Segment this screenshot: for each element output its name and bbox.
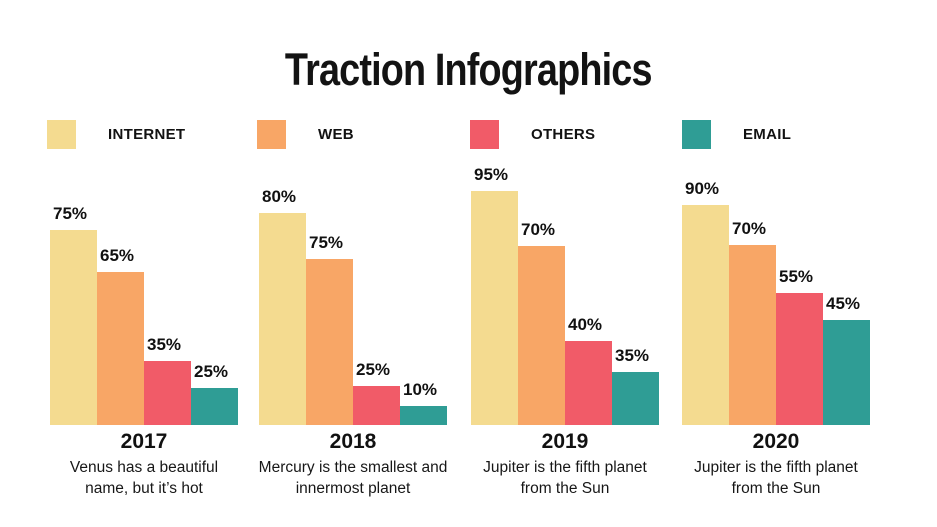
bar-others	[565, 341, 612, 425]
bar-group-2020: 90% 70% 55% 45%	[682, 179, 870, 425]
bar-wrap: 80%	[259, 187, 306, 425]
bar-wrap: 70%	[729, 219, 776, 425]
caption-2017: 2017 Venus has a beautiful name, but it’…	[24, 430, 264, 499]
legend-item-others: OTHERS	[470, 120, 595, 149]
legend-label-others: OTHERS	[531, 126, 596, 143]
bar-wrap: 95%	[471, 165, 518, 425]
year-label: 2020	[752, 430, 800, 453]
bar-wrap: 70%	[518, 220, 565, 425]
caption-text: Jupiter is the fifth planet from the Sun	[483, 459, 647, 497]
legend-swatch-others	[470, 120, 499, 149]
bar-others	[776, 293, 823, 425]
page-title: Traction Infographics	[285, 44, 653, 95]
legend-label-email: EMAIL	[743, 126, 792, 143]
caption-text: Mercury is the smallest and innermost pl…	[258, 459, 448, 497]
bar-wrap: 90%	[682, 179, 729, 425]
bar-web	[729, 245, 776, 425]
bar-value-label: 75%	[309, 233, 344, 252]
bar-value-label: 35%	[615, 346, 650, 365]
legend-swatch-internet	[47, 120, 76, 149]
bar-value-label: 70%	[732, 219, 767, 238]
bar-email	[612, 372, 659, 425]
bar-web	[306, 259, 353, 425]
bar-internet	[471, 191, 518, 425]
caption-2019: 2019 Jupiter is the fifth planet from th…	[445, 430, 685, 499]
bar-web	[518, 246, 565, 425]
bar-group-2017: 75% 65% 35% 25%	[50, 204, 238, 425]
bar-wrap: 75%	[306, 233, 353, 425]
legend-item-web: WEB	[257, 120, 354, 149]
legend-swatch-email	[682, 120, 711, 149]
bar-wrap: 10%	[400, 380, 447, 425]
bar-value-label: 70%	[521, 220, 556, 239]
bar-email	[823, 320, 870, 425]
bar-email	[400, 406, 447, 425]
legend-label-web: WEB	[318, 126, 354, 143]
bar-value-label: 75%	[53, 204, 88, 223]
bar-wrap: 35%	[144, 335, 191, 425]
bar-web	[97, 272, 144, 425]
bar-wrap: 40%	[565, 315, 612, 425]
bar-wrap: 25%	[191, 362, 238, 425]
bar-value-label: 45%	[826, 294, 861, 313]
bar-wrap: 45%	[823, 294, 870, 425]
bar-value-label: 95%	[474, 165, 509, 184]
bar-internet	[50, 230, 97, 425]
bar-value-label: 65%	[100, 246, 135, 265]
caption-text: Jupiter is the fifth planet from the Sun	[694, 459, 858, 497]
bar-value-label: 90%	[685, 179, 720, 198]
bar-group-2018: 80% 75% 25% 10%	[259, 187, 447, 425]
legend-swatch-web	[257, 120, 286, 149]
legend-label-internet: INTERNET	[108, 126, 186, 143]
bar-internet	[259, 213, 306, 425]
bar-others	[353, 386, 400, 425]
caption-text: Venus has a beautiful name, but it’s hot	[69, 459, 219, 497]
bar-value-label: 25%	[356, 360, 391, 379]
bar-wrap: 65%	[97, 246, 144, 425]
year-label: 2017	[120, 430, 168, 453]
bar-wrap: 35%	[612, 346, 659, 425]
bar-wrap: 55%	[776, 267, 823, 425]
bar-group-2019: 95% 70% 40% 35%	[471, 165, 659, 425]
legend-item-email: EMAIL	[682, 120, 791, 149]
bar-others	[144, 361, 191, 425]
legend-item-internet: INTERNET	[47, 120, 185, 149]
bar-value-label: 55%	[779, 267, 814, 286]
year-label: 2018	[329, 430, 377, 453]
caption-2018: 2018 Mercury is the smallest and innermo…	[233, 430, 473, 499]
bar-value-label: 40%	[568, 315, 603, 334]
bar-value-label: 10%	[403, 380, 438, 399]
caption-2020: 2020 Jupiter is the fifth planet from th…	[656, 430, 896, 499]
year-label: 2019	[541, 430, 589, 453]
bar-value-label: 80%	[262, 187, 297, 206]
bar-value-label: 35%	[147, 335, 182, 354]
bar-internet	[682, 205, 729, 425]
bar-wrap: 75%	[50, 204, 97, 425]
bar-value-label: 25%	[194, 362, 229, 381]
bar-email	[191, 388, 238, 425]
bar-wrap: 25%	[353, 360, 400, 425]
title-row: Traction Infographics	[0, 44, 937, 96]
